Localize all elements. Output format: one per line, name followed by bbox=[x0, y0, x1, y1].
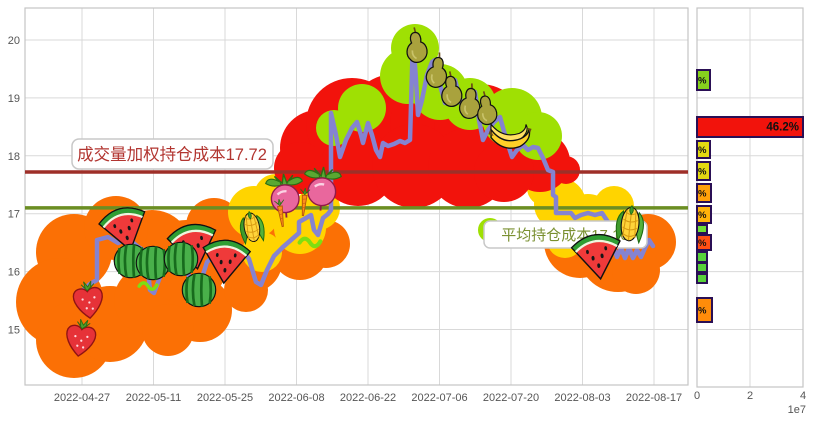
decor-blob bbox=[552, 156, 580, 184]
volume-bar bbox=[696, 224, 708, 234]
right-x-tick-label: 4 bbox=[800, 390, 806, 402]
volume-bar bbox=[696, 69, 711, 91]
x-tick-label: 2022-05-11 bbox=[126, 392, 181, 404]
volume-bar-label: % bbox=[698, 238, 707, 249]
volume-bar bbox=[696, 183, 712, 203]
x-tick-label: 2022-05-25 bbox=[197, 392, 253, 404]
y-tick-label: 15 bbox=[8, 325, 20, 337]
decor-blobs bbox=[16, 24, 676, 378]
x-tick-label: 2022-07-20 bbox=[483, 392, 539, 404]
right-x-scale-label: 1e7 bbox=[788, 404, 806, 416]
volume-bar bbox=[696, 297, 713, 323]
volume-bar-label: % bbox=[698, 189, 707, 200]
volume-bar-label: % bbox=[698, 76, 707, 87]
volume-bars-layer: % 46.2%%%%%%% bbox=[696, 69, 804, 323]
volume-bar-label: % bbox=[698, 145, 707, 156]
cost-lines bbox=[25, 170, 688, 210]
volume-bar-label: 46.2% bbox=[766, 122, 799, 134]
volume-bar-label: % bbox=[698, 167, 707, 178]
fruit-wmelon-icon bbox=[180, 271, 218, 309]
y-tick-label: 19 bbox=[8, 93, 20, 105]
volume-bar bbox=[696, 273, 708, 284]
main-panel-border bbox=[24, 7, 689, 386]
x-tick-label: 2022-07-06 bbox=[411, 392, 467, 404]
y-tick-label: 17 bbox=[8, 209, 20, 221]
vwap-label-box bbox=[71, 138, 274, 170]
right-x-tick-label: 2 bbox=[747, 390, 753, 402]
x-tick-label: 2022-06-22 bbox=[340, 392, 396, 404]
volume-bar bbox=[696, 116, 804, 138]
x-tick-label: 2022-04-27 bbox=[54, 392, 110, 404]
volume-bar bbox=[696, 251, 708, 263]
volume-bar bbox=[696, 262, 708, 273]
vwap-label-text: 成交量加权持仓成本17.72 bbox=[77, 145, 267, 164]
volume-bar bbox=[696, 234, 712, 251]
y-tick-label: 16 bbox=[8, 267, 20, 279]
x-tick-label: 2022-08-03 bbox=[554, 392, 610, 404]
volume-bar-label: % bbox=[698, 306, 707, 317]
volume-bar bbox=[696, 161, 711, 181]
volume-bar-label: % bbox=[698, 210, 707, 221]
y-tick-label: 20 bbox=[8, 35, 20, 47]
x-tick-label: 2022-08-17 bbox=[626, 392, 682, 404]
decor-blob bbox=[142, 304, 194, 356]
right-x-tick-label: 0 bbox=[694, 390, 700, 402]
y-tick-label: 18 bbox=[8, 151, 20, 163]
volume-bar bbox=[696, 205, 712, 224]
axis-labels: 2022-04-27 2022-05-11 2022-05-25 2022-06-08… bbox=[8, 35, 806, 416]
x-tick-label: 2022-06-08 bbox=[268, 392, 324, 404]
fruit-wmelon-icon bbox=[162, 240, 200, 278]
volume-bar bbox=[696, 140, 711, 159]
annotation-labels: 成交量加权持仓成本17.72 平均持仓成本17.10 bbox=[71, 138, 648, 249]
